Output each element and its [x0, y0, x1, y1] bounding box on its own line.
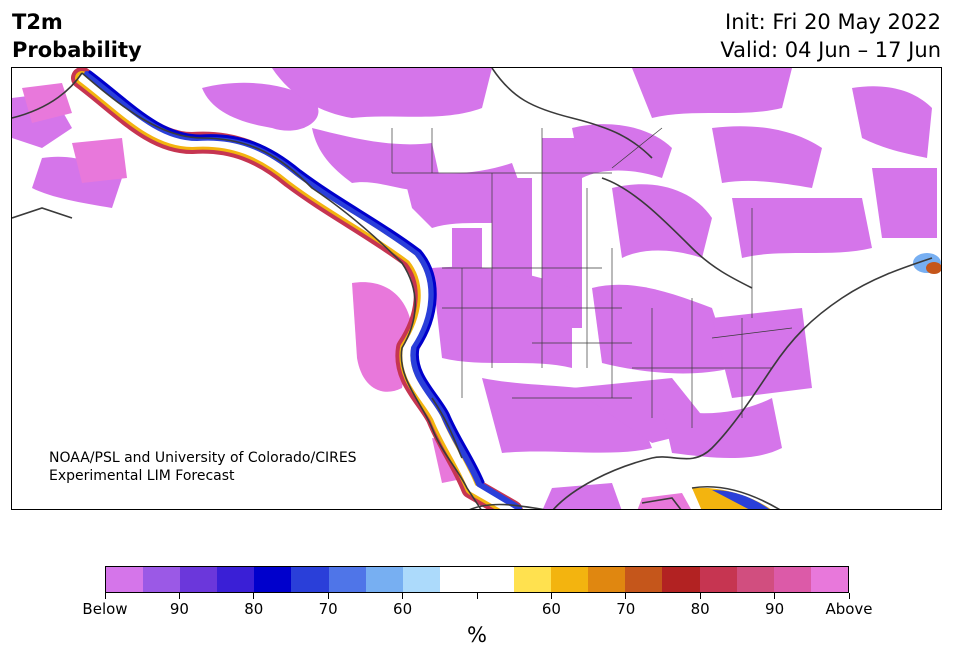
coastal-gradient-band [71, 68, 523, 509]
colorbar-segment [588, 567, 626, 592]
init-date: Init: Fri 20 May 2022 [725, 10, 941, 34]
colorbar-tick [774, 593, 776, 599]
colorbar-segment [476, 567, 515, 592]
colorbar [105, 566, 849, 593]
colorbar-segment [551, 567, 589, 592]
colorbar-tick-label: 80 [690, 600, 710, 618]
coastlines [12, 68, 933, 509]
colorbar-segment [514, 567, 552, 592]
colorbar-tick [104, 593, 106, 599]
colorbar-tick-label: 60 [541, 600, 561, 618]
colorbar-segment [143, 567, 181, 592]
colorbar-segment [662, 567, 700, 592]
colorbar-tick [327, 593, 329, 599]
colorbar-segment [365, 567, 403, 592]
colorbar-segment [217, 567, 255, 592]
colorbar-segment [402, 567, 440, 592]
valid-range: Valid: 04 Jun – 17 Jun [720, 38, 941, 62]
title-block: T2m Probability [12, 8, 142, 64]
credit-text: NOAA/PSL and University of Colorado/CIRE… [49, 449, 357, 485]
colorbar-segment [699, 567, 737, 592]
colorbar-tick-label: 60 [393, 600, 413, 618]
newfoundland-gradient [913, 253, 941, 274]
title-line-1: T2m [12, 10, 63, 34]
colorbar-tick [550, 593, 552, 599]
title-line-2: Probability [12, 38, 142, 62]
colorbar-segment [439, 567, 477, 592]
colorbar-tick [476, 593, 478, 599]
colorbar-segment [254, 567, 292, 592]
colorbar-segment [810, 567, 848, 592]
colorbar-tick-label: 70 [616, 600, 636, 618]
colorbar-tick-label: 70 [318, 600, 338, 618]
colorbar-tick [253, 593, 255, 599]
colorbar-segment [625, 567, 663, 592]
colorbar-tick-label: 90 [169, 600, 189, 618]
credit-line-2: Experimental LIM Forecast [49, 468, 235, 484]
colorbar-segment [773, 567, 811, 592]
colorbar-segment [328, 567, 366, 592]
run-info: Init: Fri 20 May 2022 Valid: 04 Jun – 17… [720, 8, 941, 64]
credit-line-1: NOAA/PSL and University of Colorado/CIRE… [49, 450, 357, 466]
colorbar-tick-label: 80 [244, 600, 264, 618]
probability-map [12, 68, 941, 509]
colorbar-segment [106, 567, 144, 592]
cuba-gradient [692, 487, 771, 509]
below-normal-regions [12, 68, 937, 509]
colorbar-tick-label: Below [82, 600, 128, 618]
colorbar-tick [178, 593, 180, 599]
colorbar-tick [625, 593, 627, 599]
colorbar-segment [180, 567, 218, 592]
colorbar-tick-label: Above [825, 600, 873, 618]
colorbar-tick-label: 90 [765, 600, 785, 618]
state-borders [391, 127, 793, 428]
colorbar-tick [402, 593, 404, 599]
colorbar-segment [291, 567, 329, 592]
map-panel [11, 67, 942, 510]
colorbar-tick [699, 593, 701, 599]
colorbar-unit: % [467, 623, 487, 647]
colorbar-tick [848, 593, 850, 599]
colorbar-segment [736, 567, 774, 592]
